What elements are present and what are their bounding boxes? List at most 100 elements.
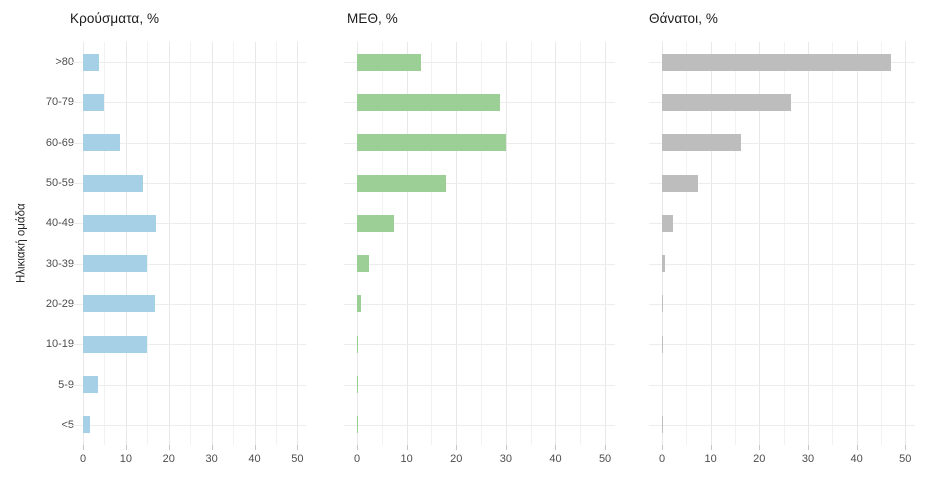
x-tick-30 — [211, 445, 213, 450]
y-tick-label-10-19: 10-19 — [45, 338, 74, 351]
y-tick-label-40-49: 40-49 — [45, 217, 74, 230]
x-tick-0 — [357, 445, 358, 450]
gridline-x-35 — [832, 42, 834, 445]
y-axis-labels: >80 70-79 60-69 50-59 40-49 30-39 20-29 10-19 5-… — [0, 42, 74, 445]
bar-5-9 — [83, 376, 99, 394]
gridline-x-10 — [710, 42, 712, 445]
gridline-x-5 — [104, 42, 106, 445]
bar-row-60-69 — [649, 123, 915, 163]
x-tick-label-10: 10 — [704, 453, 717, 465]
x-tick-40 — [254, 445, 256, 450]
bar-row->80 — [70, 42, 306, 82]
gridline-y — [344, 424, 615, 426]
bar-row-5-9 — [344, 364, 615, 404]
gridline-x-5 — [381, 42, 383, 445]
bar-row-<5 — [70, 405, 306, 445]
panel-title-icu: ΜΕΘ, % — [347, 11, 398, 26]
gridline-x-30 — [211, 42, 213, 445]
gridline-y — [70, 223, 306, 225]
x-tick-label-10: 10 — [119, 453, 132, 465]
gridline-y — [649, 183, 915, 185]
bar-row-10-19 — [344, 324, 615, 364]
gridline-y — [649, 384, 915, 386]
gridline-y — [70, 263, 306, 265]
bar-row-50-59 — [344, 163, 615, 203]
x-tick-label-50: 50 — [598, 453, 612, 465]
y-tick-label-50-59: 50-59 — [45, 177, 74, 190]
bar-30-39 — [357, 255, 369, 273]
x-tick-30 — [505, 445, 507, 450]
panel-icu — [344, 42, 615, 445]
x-tick-10 — [710, 445, 712, 450]
panel-title-cases: Κρούσματα, % — [70, 11, 160, 26]
gridline-y — [649, 142, 915, 144]
gridline-x-20 — [168, 42, 170, 445]
gridline-x-10 — [125, 42, 127, 445]
gridline-y — [649, 303, 915, 305]
bar-row-<5 — [649, 405, 915, 445]
panel-deaths — [649, 42, 915, 445]
x-tick-10 — [125, 445, 127, 450]
bar-row-70-79 — [344, 82, 615, 122]
gridline-x-0 — [83, 42, 84, 445]
bar-40-49 — [357, 214, 395, 232]
gridline-x-25 — [190, 42, 192, 445]
x-axis-deaths: 0 10 20 30 40 50 — [659, 445, 915, 469]
y-tick-label-70-79: 70-79 — [45, 96, 74, 109]
bar->80 — [662, 53, 892, 71]
bar-row-70-79 — [70, 82, 306, 122]
x-tick-label-40: 40 — [248, 453, 261, 465]
bar-row->80 — [344, 42, 615, 82]
bar->80 — [357, 53, 421, 71]
bar-10-19 — [357, 335, 359, 353]
gridline-y — [344, 183, 615, 185]
bar-60-69 — [83, 134, 120, 152]
gridline-y — [344, 384, 615, 386]
bar-<5 — [357, 416, 358, 434]
bar-row-5-9 — [649, 364, 915, 404]
bar-row-40-49 — [344, 203, 615, 243]
gridline-x-10 — [406, 42, 408, 445]
bar-10-19 — [83, 335, 148, 353]
gridline-y — [70, 102, 306, 104]
x-tick-50 — [297, 445, 299, 450]
gridline-x-50 — [605, 42, 607, 445]
gridline-x-35 — [233, 42, 235, 445]
gridline-x-25 — [481, 42, 483, 445]
bar-70-79 — [357, 93, 500, 111]
gridline-x-0 — [662, 42, 663, 445]
bar-row-60-69 — [344, 123, 615, 163]
bar-row-50-59 — [649, 163, 915, 203]
bar-row-5-9 — [70, 364, 306, 404]
y-tick-label->80: >80 — [55, 56, 74, 69]
gridline-x-40 — [555, 42, 557, 445]
bar-30-39 — [662, 255, 666, 273]
gridline-x-25 — [783, 42, 785, 445]
gridline-y — [70, 384, 306, 386]
x-tick-label-40: 40 — [850, 453, 863, 465]
gridline-y — [344, 344, 615, 346]
gridline-y — [649, 223, 915, 225]
bar-<5 — [83, 416, 90, 434]
bar-row-30-39 — [344, 243, 615, 283]
gridline-x-40 — [254, 42, 256, 445]
x-tick-0 — [83, 445, 84, 450]
gridline-x-45 — [275, 42, 277, 445]
bar-20-29 — [357, 295, 362, 313]
x-tick-10 — [406, 445, 408, 450]
bar->80 — [83, 53, 99, 71]
gridline-x-40 — [856, 42, 858, 445]
gridline-x-20 — [456, 42, 458, 445]
gridline-x-15 — [734, 42, 736, 445]
gridline-x-45 — [880, 42, 882, 445]
bar-60-69 — [662, 134, 742, 152]
gridline-x-35 — [530, 42, 532, 445]
bar-row-20-29 — [649, 284, 915, 324]
gridline-y — [70, 183, 306, 185]
bar-30-39 — [83, 255, 148, 273]
x-tick-label-0: 0 — [353, 453, 361, 465]
bar-row-10-19 — [70, 324, 306, 364]
bar-5-9 — [357, 376, 358, 394]
bar-row-40-49 — [649, 203, 915, 243]
